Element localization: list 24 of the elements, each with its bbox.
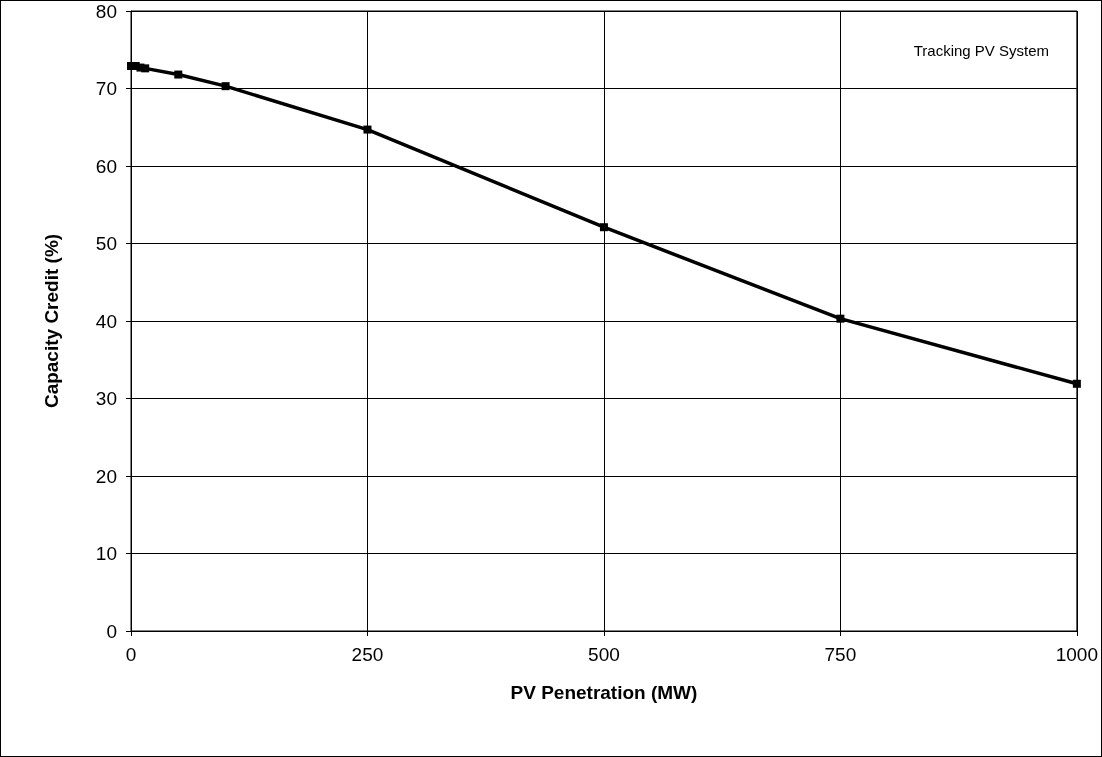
point xyxy=(363,125,372,134)
point xyxy=(141,64,150,73)
point xyxy=(836,314,845,323)
x-tick-label: 250 xyxy=(351,644,384,665)
y-tick-label: 70 xyxy=(95,78,117,99)
annotation: Tracking PV System xyxy=(913,42,1050,59)
x-tick-label: 0 xyxy=(125,644,137,665)
point xyxy=(599,223,608,232)
y-tick-label: 0 xyxy=(106,620,117,642)
y-tick-label: 20 xyxy=(95,465,117,487)
x-tick-label: 750 xyxy=(824,644,857,665)
y-tick-label: 80 xyxy=(95,0,117,22)
y-tick-label: 40 xyxy=(95,310,117,332)
x-axis-title: PV Penetration (MW) xyxy=(510,682,698,703)
point xyxy=(1072,379,1081,388)
point xyxy=(221,82,230,91)
y-tick-label: 50 xyxy=(95,233,117,254)
y-tick-label: 60 xyxy=(95,155,117,177)
y-tick-label: 10 xyxy=(95,543,117,564)
x-tick-label: 500 xyxy=(588,644,620,665)
y-axis-title: Capacity Credit (%) xyxy=(41,233,62,409)
point xyxy=(174,70,183,79)
y-tick-label: 30 xyxy=(95,388,117,409)
x-tick-label: 1000 xyxy=(1055,644,1099,665)
